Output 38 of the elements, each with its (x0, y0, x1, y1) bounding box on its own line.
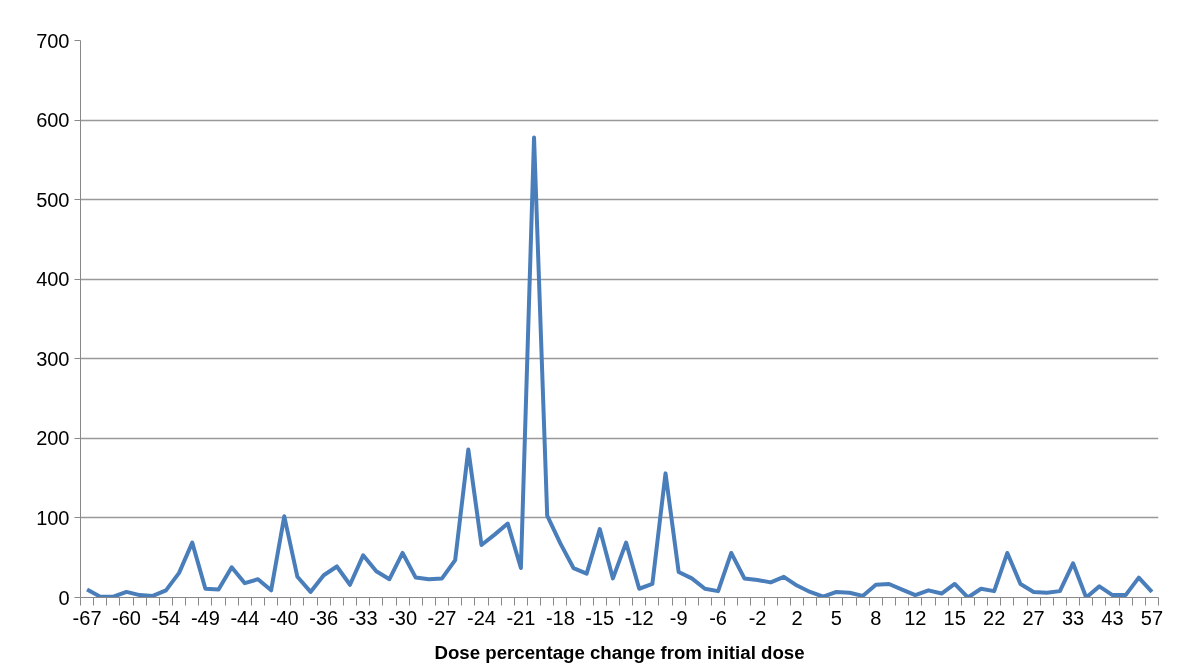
y-tick-label: 0 (58, 586, 70, 609)
x-tick-label: -15 (585, 606, 615, 629)
x-tick-label: -54 (151, 606, 181, 629)
x-tick-label: 12 (904, 606, 927, 629)
x-tick-label: 27 (1022, 606, 1045, 629)
y-tick-label: 500 (36, 188, 70, 211)
x-tick-label: -67 (72, 606, 102, 629)
x-tick-label: 8 (870, 606, 882, 629)
x-tick-label: -40 (269, 606, 299, 629)
y-tick-label: 100 (36, 506, 70, 529)
x-tick-label: -36 (309, 606, 339, 629)
x-tick-label: -24 (467, 606, 496, 629)
x-tick-label: 57 (1140, 606, 1164, 629)
line-series (85, 135, 1154, 598)
x-tick-label: -9 (669, 606, 688, 629)
x-tick-label: -49 (190, 606, 220, 629)
x-tick-label: -18 (545, 606, 575, 629)
x-tick-label: -6 (709, 606, 727, 629)
x-tick-label: -30 (388, 606, 418, 629)
x-tick-label: -27 (427, 606, 457, 629)
y-tick-label: 600 (36, 109, 70, 132)
x-tick-label: 22 (983, 606, 1006, 629)
x-tick-label: 33 (1061, 606, 1085, 629)
y-tick-label: 700 (36, 29, 70, 52)
x-tick-label: -12 (624, 606, 654, 629)
x-tick-label: -44 (230, 606, 260, 629)
y-tick-label: 200 (36, 427, 70, 450)
x-tick-label: 15 (943, 606, 966, 629)
y-tick-label: 300 (36, 347, 70, 370)
x-tick-label: -60 (112, 606, 141, 629)
x-tick-label: 2 (791, 606, 803, 629)
x-tick-label: -21 (506, 606, 536, 629)
x-tick-label: 5 (830, 606, 842, 629)
x-tick-label: -33 (348, 606, 378, 629)
x-axis-title: Dose percentage change from initial dose (434, 641, 805, 663)
x-tick-label: 43 (1101, 606, 1124, 629)
x-tick-label: -2 (748, 606, 767, 629)
y-tick-label: 400 (36, 268, 70, 291)
